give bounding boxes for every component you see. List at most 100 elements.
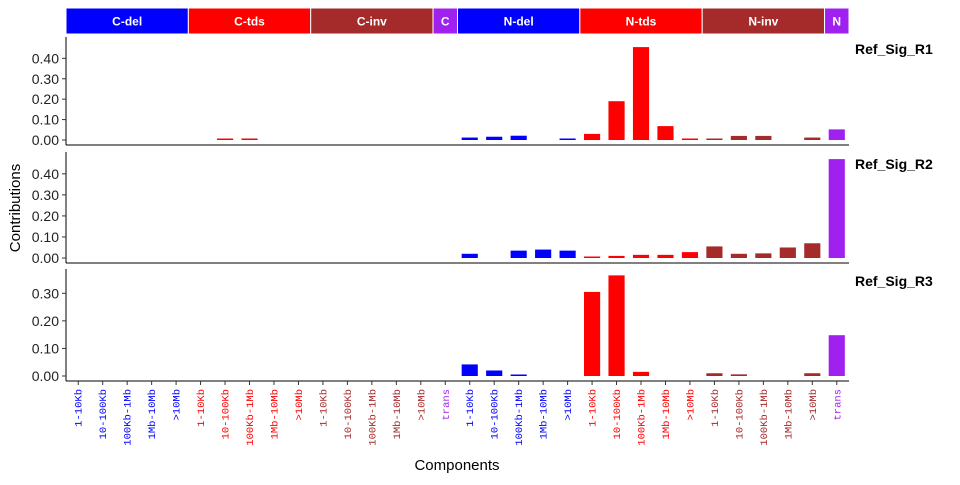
bar [216, 138, 234, 140]
panel-title: Ref_Sig_R3 [855, 273, 933, 289]
x-tick-label: 10-100Kb [98, 389, 110, 439]
group-strip-label: C [441, 15, 450, 29]
x-tick-label: 1Mb-10Mb [661, 389, 673, 439]
group-strip-label: C-inv [357, 15, 387, 29]
panel-Ref_Sig_R3: 0.00 0.10 0.20 0.30 Ref_Sig_R3 [32, 269, 933, 384]
bar [608, 255, 625, 258]
bar [461, 253, 478, 258]
x-tick-label: >10Mb [563, 389, 575, 421]
group-strip-box [701, 7, 826, 35]
bar [461, 137, 478, 140]
x-tick-label: 1Mb-10Mb [783, 389, 795, 439]
x-tick-label: 100Kb-1Mb [514, 389, 526, 446]
bar [730, 135, 747, 140]
bar [706, 138, 723, 140]
bar [632, 371, 650, 376]
x-tick-label: 10-100Kb [343, 389, 355, 439]
y-tick-label: 0.00 [32, 132, 59, 148]
y-tick-label: 0.00 [32, 250, 59, 266]
bar [706, 373, 723, 376]
y-tick-label: 0.30 [32, 187, 59, 203]
bar [706, 246, 723, 258]
x-tick-label: >10Mb [416, 389, 428, 421]
x-tick-label: 100Kb-1Mb [245, 389, 257, 446]
bar [584, 133, 601, 140]
bar [241, 138, 258, 140]
x-tick-label: 1-10Kb [588, 389, 600, 427]
x-tick-label: >10Mb [808, 389, 820, 421]
bar [657, 254, 674, 258]
bar [804, 243, 821, 258]
group-strip-label: C-tds [234, 15, 265, 29]
bar [779, 247, 796, 258]
bar [828, 335, 845, 376]
x-tick-label: 1-10Kb [710, 389, 722, 427]
bar [730, 253, 747, 258]
bar [510, 135, 527, 140]
group-strip-label: N [832, 15, 841, 29]
y-tick-label: 0.10 [32, 340, 59, 356]
x-tick-label: trans [441, 389, 453, 421]
x-tick-label: >10Mb [294, 389, 306, 421]
group-strip-label: C-del [112, 15, 142, 29]
bar [584, 256, 601, 258]
y-tick-label: 0.30 [32, 285, 59, 301]
bar [461, 364, 478, 376]
bar [804, 137, 821, 140]
bar [486, 136, 503, 140]
group-strip-box [824, 7, 850, 35]
panel-title: Ref_Sig_R1 [855, 41, 933, 57]
bar [535, 249, 552, 258]
panels: 0.00 0.10 0.20 0.30 0.40 Ref_Sig_R1 0.00 0.10 0.… [32, 37, 933, 384]
bar [755, 135, 772, 140]
y-tick-label: 0.40 [32, 50, 59, 66]
x-tick-label: 1Mb-10Mb [539, 389, 551, 439]
y-tick-label: 0.10 [32, 229, 59, 245]
x-tick-labels: 1-10Kb 10-100Kb 100Kb-1Mb 1Mb-10Mb >10Mb 1-10… [74, 381, 844, 446]
bar [730, 374, 747, 376]
y-axis-title: Contributions [7, 164, 24, 252]
group-strip-box [579, 7, 703, 35]
x-tick-label: 1Mb-10Mb [392, 389, 404, 439]
x-tick-label: 10-100Kb [734, 389, 746, 439]
x-tick-label: 1-10Kb [318, 389, 330, 427]
group-strip-label: N-del [504, 15, 534, 29]
x-tick-label: 1Mb-10Mb [269, 389, 281, 439]
bar [510, 250, 527, 258]
bar [608, 275, 625, 376]
group-strip-box [310, 7, 434, 35]
x-tick-label: 100Kb-1Mb [123, 389, 135, 446]
x-axis-title: Components [414, 457, 499, 474]
bar [657, 126, 674, 140]
panel-title: Ref_Sig_R2 [855, 156, 933, 172]
bar [828, 129, 845, 140]
y-tick-label: 0.30 [32, 71, 59, 87]
bar [681, 252, 699, 258]
group-strip-box [65, 7, 189, 35]
x-tick-label: 1Mb-10Mb [147, 389, 159, 439]
group-strip-label: N-inv [748, 15, 778, 29]
y-tick-label: 0.20 [32, 91, 59, 107]
bar [584, 291, 601, 376]
bar [608, 101, 625, 140]
panel-Ref_Sig_R1: 0.00 0.10 0.20 0.30 0.40 Ref_Sig_R1 [32, 37, 933, 148]
bar [632, 254, 650, 258]
y-tick-label: 0.20 [32, 208, 59, 224]
x-tick-label: trans [832, 389, 844, 421]
x-tick-label: 100Kb-1Mb [367, 389, 379, 446]
x-tick-label: 1-10Kb [196, 389, 208, 427]
bar [510, 374, 527, 376]
bar [681, 138, 699, 140]
bar [755, 253, 772, 258]
x-tick-label: 1-10Kb [465, 389, 477, 427]
bar [804, 373, 821, 376]
x-tick-label: 100Kb-1Mb [759, 389, 771, 446]
bar [559, 138, 576, 140]
bar [559, 250, 576, 258]
x-tick-label: 10-100Kb [221, 389, 233, 439]
y-tick-label: 0.20 [32, 313, 59, 329]
x-tick-label: 1-10Kb [74, 389, 86, 427]
y-tick-label: 0.40 [32, 166, 59, 182]
